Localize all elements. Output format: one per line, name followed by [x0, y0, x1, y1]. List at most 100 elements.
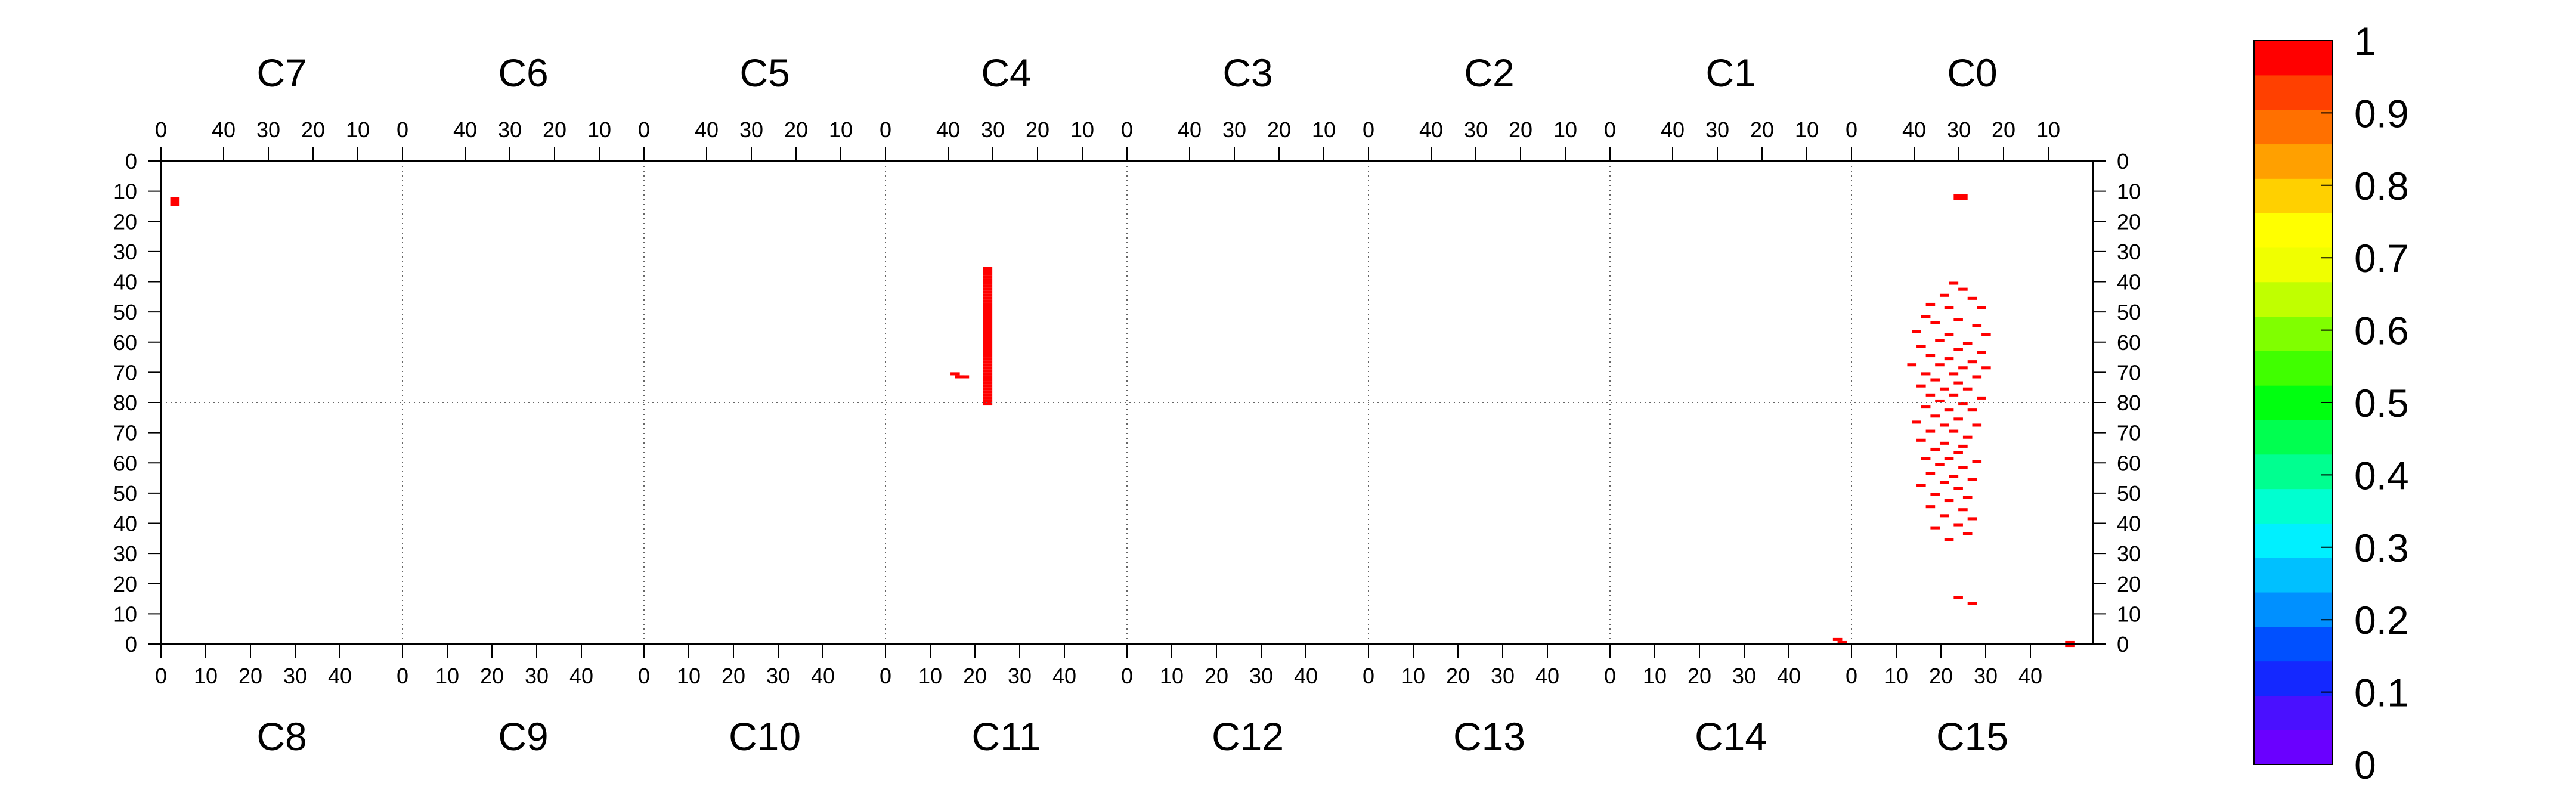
right-y-tick-label: 60: [2117, 330, 2141, 355]
hit-cell: [983, 366, 993, 370]
colorbar-segment: [2254, 419, 2333, 455]
right-y-tick-label: 10: [2117, 602, 2141, 626]
bottom-x-tick-label: 20: [1446, 664, 1470, 688]
colorbar-segment: [2254, 144, 2333, 179]
hit-cell: [1921, 372, 1931, 376]
hit-cell: [1916, 484, 1926, 487]
hit-cell: [1944, 333, 1954, 336]
bottom-x-tick-label: 40: [811, 664, 835, 688]
hit-cell: [1977, 396, 1986, 400]
hit-cell: [1958, 287, 1968, 291]
hit-cell: [1977, 306, 1986, 309]
left-y-tick-label: 30: [113, 541, 137, 566]
hit-cell: [1967, 296, 1977, 300]
hit-cell: [170, 200, 180, 203]
left-y-tick-label: 60: [113, 330, 137, 355]
hit-cell: [1972, 375, 1982, 379]
left-y-tick-label: 50: [113, 300, 137, 324]
hit-cell: [1930, 414, 1940, 418]
top-x-tick-label: 10: [1070, 117, 1094, 142]
hit-cell: [983, 306, 993, 309]
hit-cell: [1912, 420, 1921, 424]
top-x-tick-label: 0: [1121, 117, 1133, 142]
hit-cell: [983, 299, 993, 303]
hit-cell: [983, 318, 993, 321]
hit-cell: [1953, 523, 1963, 527]
bottom-x-tick-label: 40: [328, 664, 352, 688]
colorbar-tick-label: 0.5: [2354, 381, 2409, 425]
left-y-tick-label: 40: [113, 512, 137, 536]
top-x-tick-label: 20: [1026, 117, 1049, 142]
hit-cell: [1967, 360, 1977, 364]
top-x-tick-label: 30: [1222, 117, 1246, 142]
left-y-tick-label: 40: [113, 270, 137, 295]
colorbar-segment: [2254, 281, 2333, 317]
colorbar-segment: [2254, 730, 2333, 765]
right-y-tick-label: 40: [2117, 512, 2141, 536]
bottom-chip-label: C13: [1453, 714, 1525, 758]
hit-cell: [983, 321, 993, 324]
hit-cell: [983, 381, 993, 385]
hit-cell: [983, 396, 993, 400]
top-x-tick-label: 20: [1509, 117, 1532, 142]
right-y-tick-label: 50: [2117, 481, 2141, 506]
bottom-chip-label: C11: [971, 714, 1041, 758]
hit-cell: [1916, 345, 1926, 348]
colorbar-segment: [2254, 316, 2333, 351]
hit-cell: [1907, 363, 1917, 367]
hit-cell: [1912, 330, 1921, 333]
hit-cell: [1939, 441, 1949, 445]
right-y-tick-label: 0: [2117, 632, 2129, 657]
bottom-x-tick-label: 40: [1777, 664, 1801, 688]
hit-cell: [983, 284, 993, 288]
hit-cell: [983, 357, 993, 361]
top-x-tick-label: 10: [2036, 117, 2060, 142]
hit-cell: [1972, 460, 1982, 463]
hit-cell: [1939, 423, 1949, 427]
hit-cell: [1944, 499, 1954, 503]
hit-cell: [983, 315, 993, 318]
bottom-x-tick-label: 40: [1294, 664, 1318, 688]
hit-cell: [983, 354, 993, 358]
top-x-tick-label: 0: [397, 117, 408, 142]
colorbar-tick-label: 0.7: [2354, 236, 2409, 280]
hit-cell: [1939, 293, 1949, 297]
hit-cell: [983, 270, 993, 273]
top-chip-label: C1: [1705, 51, 1755, 95]
hit-cell: [1939, 387, 1949, 391]
colorbar: 1 0.9 0.8 0.7 0.6 0.5 0.4 0.3 0.2 0.1 0: [2253, 19, 2409, 787]
colorbar-segment: [2254, 213, 2333, 248]
top-x-tick-label: 10: [1795, 117, 1819, 142]
hit-cell: [983, 363, 993, 367]
bottom-x-tick-label: 0: [880, 664, 891, 688]
right-y-tick-label: 10: [2117, 179, 2141, 204]
hit-cell: [955, 375, 965, 379]
colorbar-tick-label: 0.1: [2354, 671, 2409, 715]
hit-cell: [1953, 417, 1963, 421]
bottom-x-tick-label: 40: [1052, 664, 1076, 688]
hit-cell: [983, 281, 993, 285]
hit-cell: [1935, 399, 1945, 402]
right-y-tick-label: 30: [2117, 541, 2141, 566]
top-x-tick-label: 10: [1553, 117, 1577, 142]
bottom-x-tick-label: 30: [283, 664, 307, 688]
top-x-tick-label: 40: [1902, 117, 1926, 142]
right-y-tick-label: 20: [2117, 209, 2141, 234]
bottom-chip-label: C14: [1695, 714, 1767, 758]
hit-cell: [983, 287, 993, 291]
hit-cell: [1944, 538, 1954, 541]
hit-cell: [983, 327, 993, 330]
colorbar-tick-label: 0: [2354, 743, 2376, 787]
hit-cell: [1972, 324, 1982, 327]
hit-cell: [1981, 333, 1991, 336]
hit-cell: [1930, 447, 1940, 451]
hit-cell: [983, 267, 993, 270]
left-y-tick-label: 70: [113, 360, 137, 385]
hit-cell: [1925, 302, 1936, 306]
hit-cell: [983, 372, 993, 376]
right-y-tick-label: 20: [2117, 572, 2141, 596]
colorbar-segment: [2254, 661, 2333, 696]
hit-cell: [983, 309, 993, 312]
